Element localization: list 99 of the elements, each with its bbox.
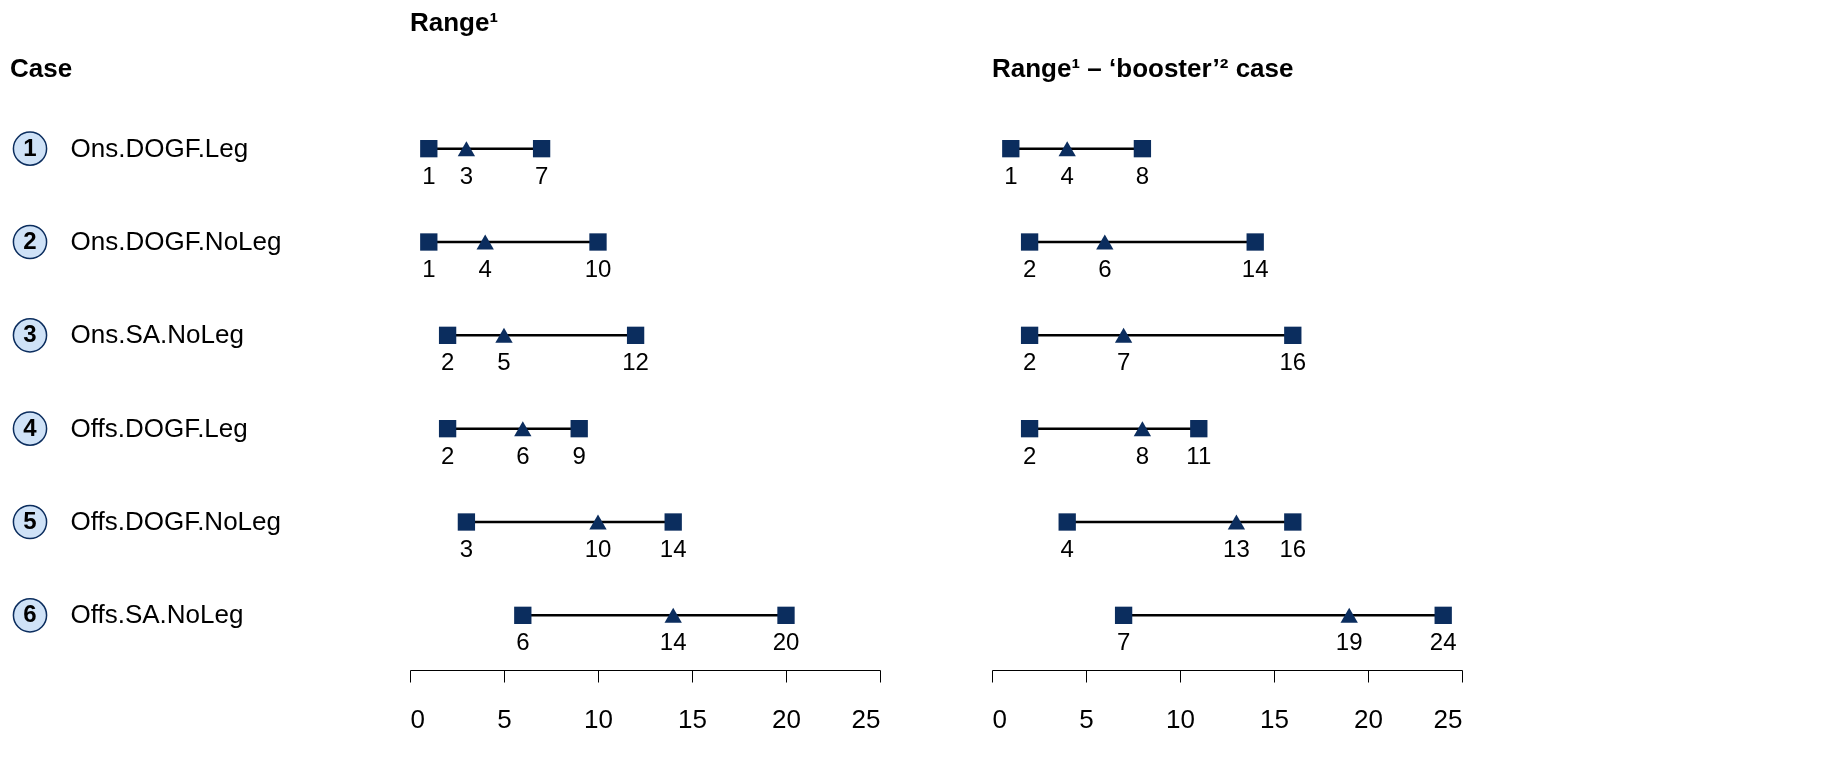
x-tick-label: 25	[851, 703, 881, 734]
data-label: 12	[622, 348, 649, 376]
point	[420, 233, 438, 251]
point	[514, 606, 532, 624]
data-label: 1	[422, 255, 436, 282]
data-label: 4	[1060, 161, 1074, 189]
point	[664, 513, 682, 531]
point	[1284, 513, 1302, 531]
point	[589, 233, 607, 251]
data-label: 16	[1279, 348, 1307, 376]
data-label: 2	[440, 348, 455, 376]
point	[457, 141, 476, 157]
data-label: 9	[572, 441, 586, 469]
text: 3	[23, 320, 37, 348]
point	[1114, 327, 1133, 343]
data-label: 7	[1116, 348, 1131, 376]
text: 4	[23, 413, 38, 441]
point	[777, 606, 795, 624]
data-label: 19	[1335, 628, 1363, 656]
point	[1020, 233, 1039, 251]
point	[438, 420, 457, 438]
data-label: 4	[1060, 535, 1074, 562]
x-tick-label: 20	[1354, 703, 1383, 734]
point	[1340, 607, 1358, 623]
data-label: 6	[516, 628, 530, 656]
data-label: 2	[1022, 441, 1037, 469]
text: 6	[23, 600, 37, 628]
text: 5	[23, 507, 37, 534]
y-tick-label: Offs.DOGF.NoLeg	[70, 506, 281, 536]
data-label: 2	[1022, 255, 1037, 282]
chart-title: Range¹ – ‘booster’² case	[992, 53, 1294, 83]
data-label: 3	[459, 535, 474, 562]
data-label: 20	[772, 628, 800, 656]
point	[476, 234, 494, 250]
data-label: 24	[1429, 628, 1457, 656]
x-tick-label: 25	[1433, 703, 1463, 734]
x-tick-label: 15	[1260, 703, 1289, 734]
x-tick-label: 10	[1166, 703, 1195, 734]
point	[1133, 140, 1152, 158]
data-label: 7	[1116, 628, 1131, 656]
point	[1096, 234, 1114, 250]
y-axis-title: Case	[10, 53, 73, 83]
x-tick-label: 15	[678, 703, 707, 734]
y-tick-label: Offs.DOGF.Leg	[70, 412, 248, 443]
data-label: 10	[584, 535, 612, 562]
data-label: 1	[422, 161, 436, 189]
data-label: 6	[516, 441, 530, 469]
data-label: 5	[497, 348, 511, 376]
data-label: 4	[478, 255, 492, 282]
x-tick-label: 0	[992, 703, 1007, 734]
data-label: 10	[584, 255, 612, 282]
data-label: 13	[1223, 535, 1250, 562]
data-label: 11	[1186, 441, 1212, 469]
data-label: 8	[1135, 161, 1150, 189]
data-label: 1	[1004, 161, 1018, 189]
point	[1190, 420, 1208, 438]
data-label: 7	[534, 161, 549, 189]
point	[1133, 421, 1152, 437]
data-label: 8	[1135, 441, 1150, 469]
point	[664, 607, 682, 623]
data-label: 14	[1241, 255, 1269, 282]
point	[1058, 513, 1076, 531]
point	[570, 420, 588, 438]
data-label: 3	[459, 161, 474, 189]
y-tick-label: Ons.DOGF.NoLeg	[70, 226, 282, 256]
data-label: 6	[1098, 255, 1112, 282]
text: 1	[23, 133, 37, 161]
chart-title: Range¹	[410, 7, 499, 37]
x-tick-label: 20	[772, 703, 801, 734]
data-label: 14	[659, 628, 687, 656]
point	[457, 513, 476, 531]
x-tick-label: 0	[410, 703, 425, 734]
point	[532, 140, 551, 158]
point	[1020, 420, 1039, 438]
y-tick-label: Ons.SA.NoLeg	[70, 319, 244, 350]
point	[1227, 514, 1246, 530]
point	[1020, 326, 1039, 344]
point	[589, 514, 607, 530]
point	[626, 326, 645, 344]
point	[1246, 233, 1264, 251]
point	[1114, 606, 1133, 624]
point	[1434, 606, 1452, 624]
data-label: 14	[659, 535, 687, 562]
x-tick-label: 10	[584, 703, 613, 734]
y-tick-label: Ons.DOGF.Leg	[70, 132, 249, 163]
point	[438, 326, 457, 344]
x-tick-label: 5	[1079, 703, 1094, 734]
point	[420, 140, 438, 158]
point	[495, 327, 513, 343]
point	[1002, 140, 1020, 158]
point	[1284, 326, 1302, 344]
data-label: 16	[1279, 535, 1307, 562]
data-label: 2	[440, 441, 455, 469]
x-tick-label: 5	[497, 703, 512, 734]
data-label: 2	[1022, 348, 1037, 376]
point	[514, 421, 532, 437]
text: 2	[23, 227, 37, 254]
point	[1058, 141, 1076, 157]
y-tick-label: Offs.SA.NoLeg	[70, 599, 244, 630]
